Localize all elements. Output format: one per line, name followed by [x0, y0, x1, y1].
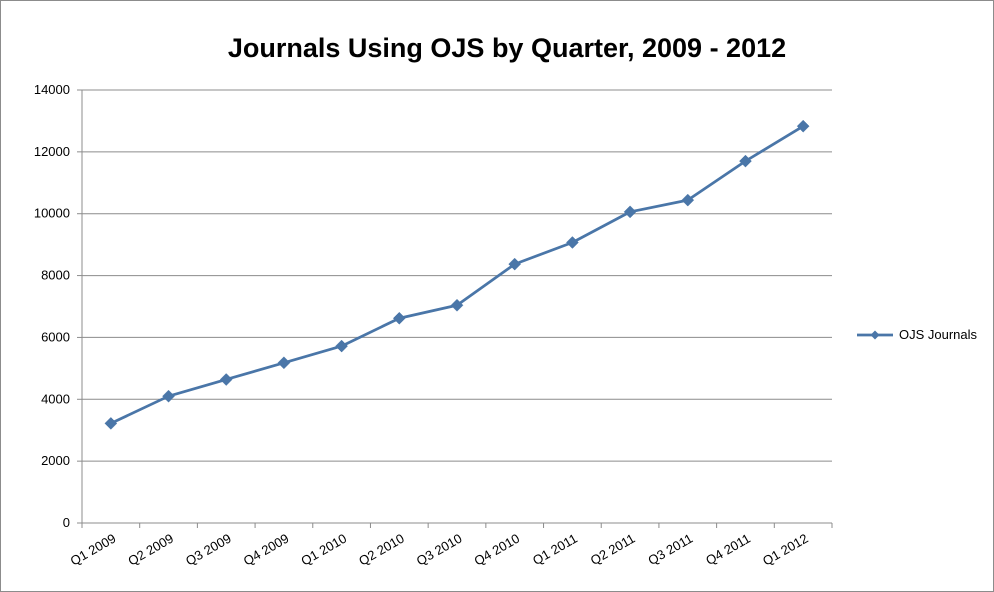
data-point [450, 298, 464, 312]
data-point [566, 236, 579, 249]
data-point [681, 193, 695, 207]
data-point [623, 205, 637, 219]
y-axis-ticks: 0 2000 4000 6000 8000 10000 12000 14000 [34, 82, 82, 530]
series-line [110, 125, 804, 425]
legend-label: OJS Journals [899, 327, 978, 342]
x-tick-label: Q1 2012 [760, 531, 811, 569]
x-tick-label: Q3 2011 [645, 531, 695, 568]
gridlines [82, 89, 832, 462]
data-point [219, 373, 233, 386]
x-tick-label: Q4 2010 [471, 531, 522, 569]
y-tick-label: 14000 [34, 82, 70, 97]
y-tick-label: 8000 [41, 268, 70, 283]
x-tick-label: Q4 2011 [703, 531, 753, 568]
data-point [392, 311, 406, 325]
series-layer [104, 119, 810, 430]
x-tick-label: Q2 2010 [356, 531, 407, 569]
legend-marker [870, 330, 880, 340]
y-tick-label: 2000 [41, 453, 70, 468]
legend: OJS Journals [857, 327, 978, 342]
x-tick-label: Q2 2009 [125, 531, 176, 569]
x-tick-label: Q2 2011 [588, 531, 638, 568]
x-axis-ticks: Q1 2009 Q2 2009 Q3 2009 Q4 2009 Q1 2010 Q2 20… [68, 523, 833, 569]
y-tick-label: 6000 [41, 329, 70, 344]
y-tick-label: 12000 [34, 144, 70, 159]
y-tick-label: 10000 [34, 206, 70, 221]
data-point [739, 154, 752, 168]
chart-title: Journals Using OJS by Quarter, 2009 - 20… [228, 33, 786, 63]
data-point [335, 339, 348, 353]
x-tick-label: Q3 2010 [414, 531, 465, 569]
data-point [162, 389, 175, 403]
y-tick-label: 0 [63, 515, 70, 530]
x-tick-label: Q3 2009 [183, 531, 234, 569]
y-tick-label: 4000 [41, 391, 70, 406]
data-point [796, 119, 810, 133]
x-tick-label: Q1 2011 [530, 531, 580, 568]
data-point [508, 257, 522, 271]
axes [81, 90, 832, 524]
data-point [104, 417, 118, 430]
x-tick-label: Q1 2009 [68, 531, 119, 569]
data-point [277, 356, 291, 370]
x-tick-label: Q4 2009 [241, 531, 292, 569]
x-tick-label: Q1 2010 [298, 531, 349, 569]
